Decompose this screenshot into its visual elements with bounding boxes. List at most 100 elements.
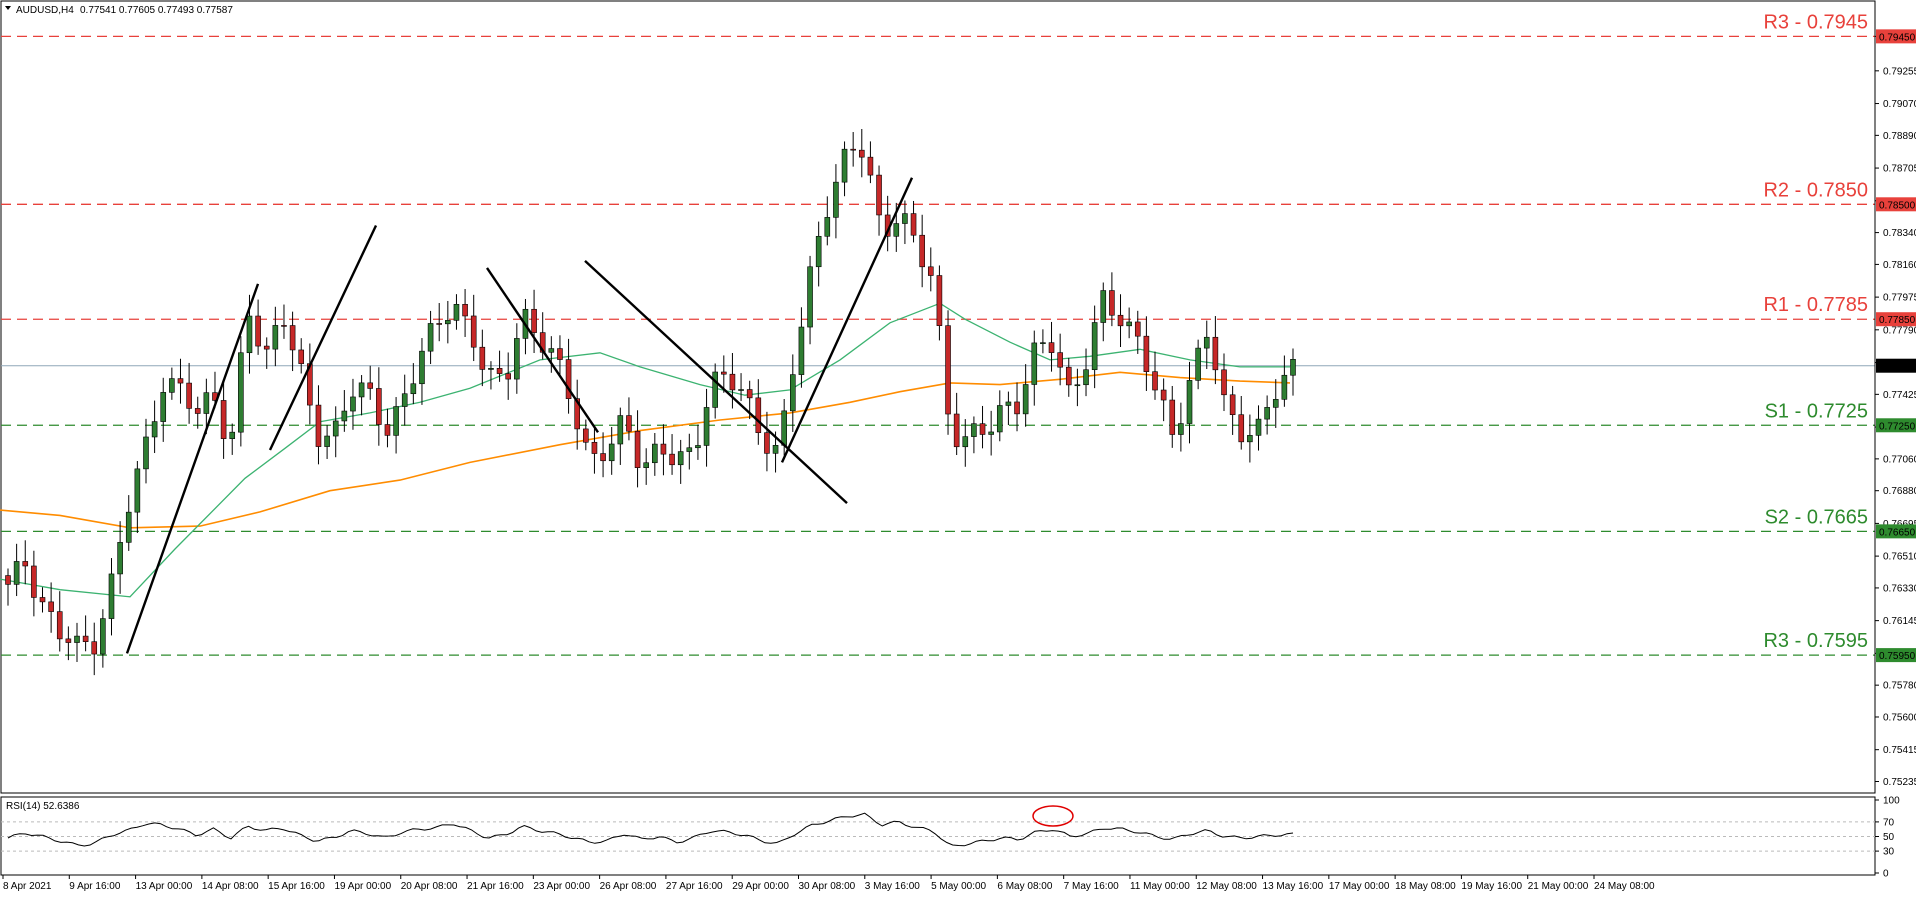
price-tick-label: 0.77060 — [1883, 454, 1916, 465]
bull-candle — [815, 235, 822, 268]
bull-candle — [488, 368, 494, 370]
level-label: S2 - 0.7665 — [1765, 506, 1868, 528]
rsi-tick-label: 0 — [1883, 869, 1889, 880]
price-tick-label: 0.75780 — [1883, 681, 1916, 692]
candle-layer — [5, 128, 1296, 676]
bull-candle — [686, 447, 693, 452]
bear-candle — [1229, 394, 1236, 416]
time-tick-label: 26 Apr 08:00 — [600, 881, 657, 892]
bear-candle — [927, 266, 934, 276]
bear-candle — [600, 453, 606, 462]
bear-candle — [867, 156, 874, 176]
bull-candle — [1100, 290, 1107, 323]
time-tick-label: 21 Apr 16:00 — [467, 881, 524, 892]
time-tick-label: 9 Apr 16:00 — [69, 881, 121, 892]
bear-candle — [496, 368, 503, 374]
bear-candle — [479, 346, 486, 370]
level-price-tag — [1876, 418, 1916, 433]
bull-candle — [1031, 342, 1038, 385]
level-labels: R3 - 0.7945 R2 - 0.7850 R1 - 0.7785 S1 - 0.… — [1763, 11, 1868, 652]
trendline — [268, 225, 378, 451]
slow-moving-average — [0, 371, 1291, 529]
rsi-tick-label: 100 — [1883, 796, 1900, 807]
bull-candle — [841, 148, 848, 183]
level-label: R2 - 0.7850 — [1763, 179, 1868, 201]
bear-candle — [919, 234, 925, 268]
bull-candle — [151, 421, 158, 438]
bull-candle — [695, 445, 701, 449]
bull-candle — [125, 511, 132, 543]
bear-candle — [1221, 369, 1227, 396]
bear-candle — [39, 597, 46, 603]
price-tick-label: 0.79070 — [1883, 99, 1916, 110]
price-tick-label: 0.78890 — [1883, 131, 1916, 142]
bull-candle — [108, 573, 115, 619]
rsi-axis: 100 70 50 30 0 — [1875, 796, 1900, 880]
price-tick-label: 0.76145 — [1883, 616, 1916, 627]
bear-candle — [505, 373, 512, 380]
rsi-overbought-circle — [1032, 805, 1074, 827]
bull-candle — [996, 405, 1003, 433]
bull-candle — [1255, 418, 1262, 436]
bear-candle — [660, 443, 667, 455]
bear-candle — [1109, 290, 1115, 316]
level-price-tag-label: 0.77850 — [1879, 315, 1916, 326]
bull-candle — [1126, 321, 1132, 327]
bear-candle — [755, 397, 762, 433]
time-tick-label: 7 May 16:00 — [1064, 881, 1119, 892]
time-tick-label: 23 Apr 00:00 — [533, 881, 590, 892]
level-price-tag — [1876, 197, 1916, 212]
bull-candle — [246, 315, 253, 354]
trendline — [780, 177, 914, 463]
bull-candle — [445, 320, 451, 325]
bear-candle — [22, 561, 29, 567]
time-tick-label: 13 Apr 00:00 — [136, 881, 193, 892]
bull-candle — [962, 436, 969, 448]
bull-candle — [1247, 435, 1253, 443]
bear-candle — [263, 345, 270, 350]
dropdown-triangle-icon[interactable] — [5, 6, 11, 10]
rsi-header: RSI(14) 52.6386 — [6, 801, 80, 812]
bear-candle — [1014, 401, 1020, 415]
bear-candle — [626, 415, 632, 432]
bear-candle — [591, 441, 598, 454]
price-tick-label: 0.76330 — [1883, 583, 1916, 594]
bear-candle — [876, 174, 882, 216]
bull-candle — [617, 415, 624, 445]
bear-candle — [1143, 335, 1150, 372]
bull-candle — [169, 378, 175, 393]
bull-candle — [1281, 374, 1288, 400]
bear-candle — [936, 275, 943, 326]
bear-candle — [255, 315, 261, 347]
bull-candle — [419, 350, 425, 385]
bear-candle — [1065, 366, 1072, 386]
bear-candle — [746, 389, 753, 399]
bull-candle — [453, 304, 460, 321]
bull-candle — [229, 431, 236, 439]
bear-candle — [289, 325, 296, 351]
bull-candle — [712, 371, 718, 408]
bull-candle — [798, 326, 805, 375]
bull-candle — [807, 266, 813, 328]
rsi-line — [7, 812, 1294, 847]
bear-candle — [315, 404, 322, 447]
bear-candle — [281, 325, 287, 327]
time-tick-label: 20 Apr 08:00 — [401, 881, 458, 892]
bull-candle — [514, 338, 520, 380]
bull-candle — [833, 181, 839, 218]
time-tick-label: 11 May 00:00 — [1130, 881, 1190, 892]
bull-candle — [1203, 336, 1210, 349]
time-tick-label: 6 May 08:00 — [997, 881, 1052, 892]
bear-candle — [82, 635, 89, 642]
time-tick-label: 13 May 16:00 — [1263, 881, 1324, 892]
time-tick-label: 19 May 16:00 — [1461, 881, 1522, 892]
bear-candle — [367, 382, 374, 389]
bear-candle — [65, 638, 72, 643]
time-tick-label: 29 Apr 00:00 — [732, 881, 789, 892]
bull-candle — [1186, 380, 1193, 424]
bull-candle — [401, 393, 408, 407]
bull-candle — [238, 352, 244, 433]
price-tick-label: 0.75235 — [1883, 777, 1916, 788]
bull-candle — [824, 217, 831, 237]
